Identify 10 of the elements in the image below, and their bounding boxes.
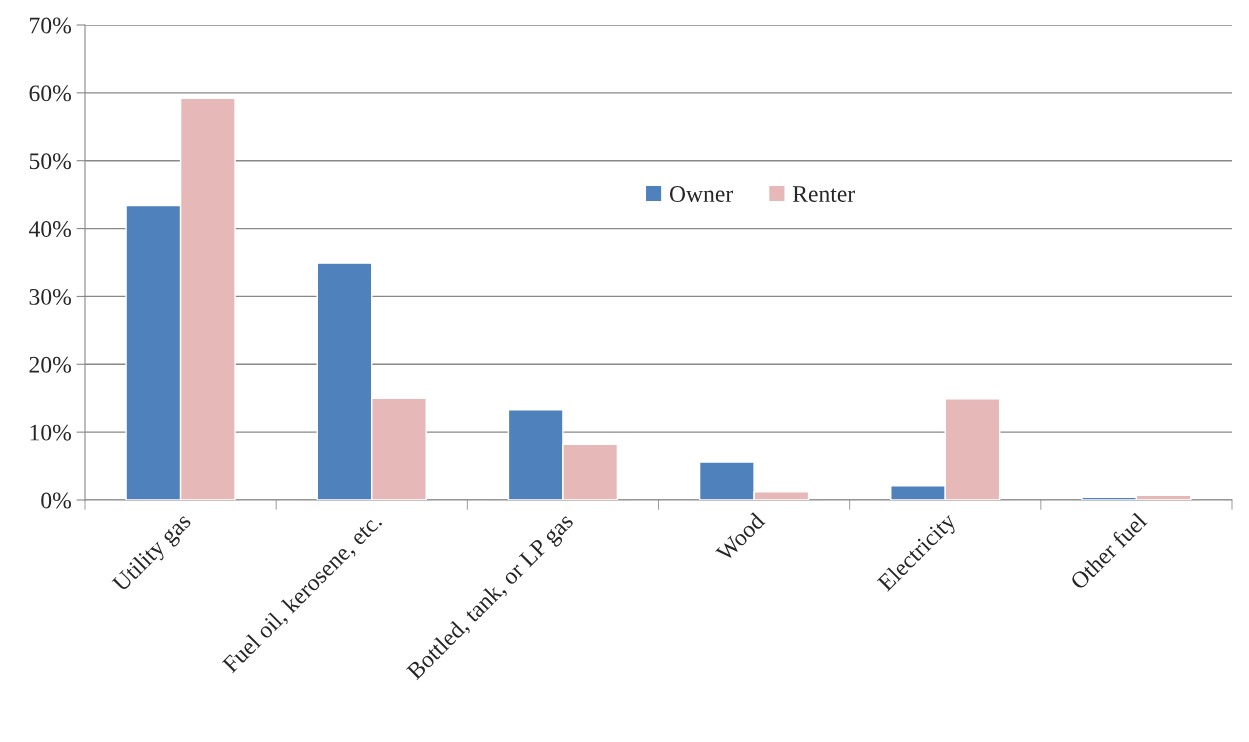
y-tick-label: 60%	[29, 85, 71, 102]
legend-label: Renter	[792, 186, 855, 202]
y-tick-label: 40%	[28, 221, 71, 238]
y-tick-label: 0%	[41, 492, 71, 509]
y-tick-label: 30%	[29, 288, 71, 305]
y-tick-label: 70%	[30, 17, 71, 34]
y-tick-label: 10%	[30, 424, 71, 441]
y-tick-label: 50%	[29, 153, 71, 170]
y-tick-label: 20%	[29, 356, 71, 373]
legend-label: Owner	[669, 186, 733, 202]
